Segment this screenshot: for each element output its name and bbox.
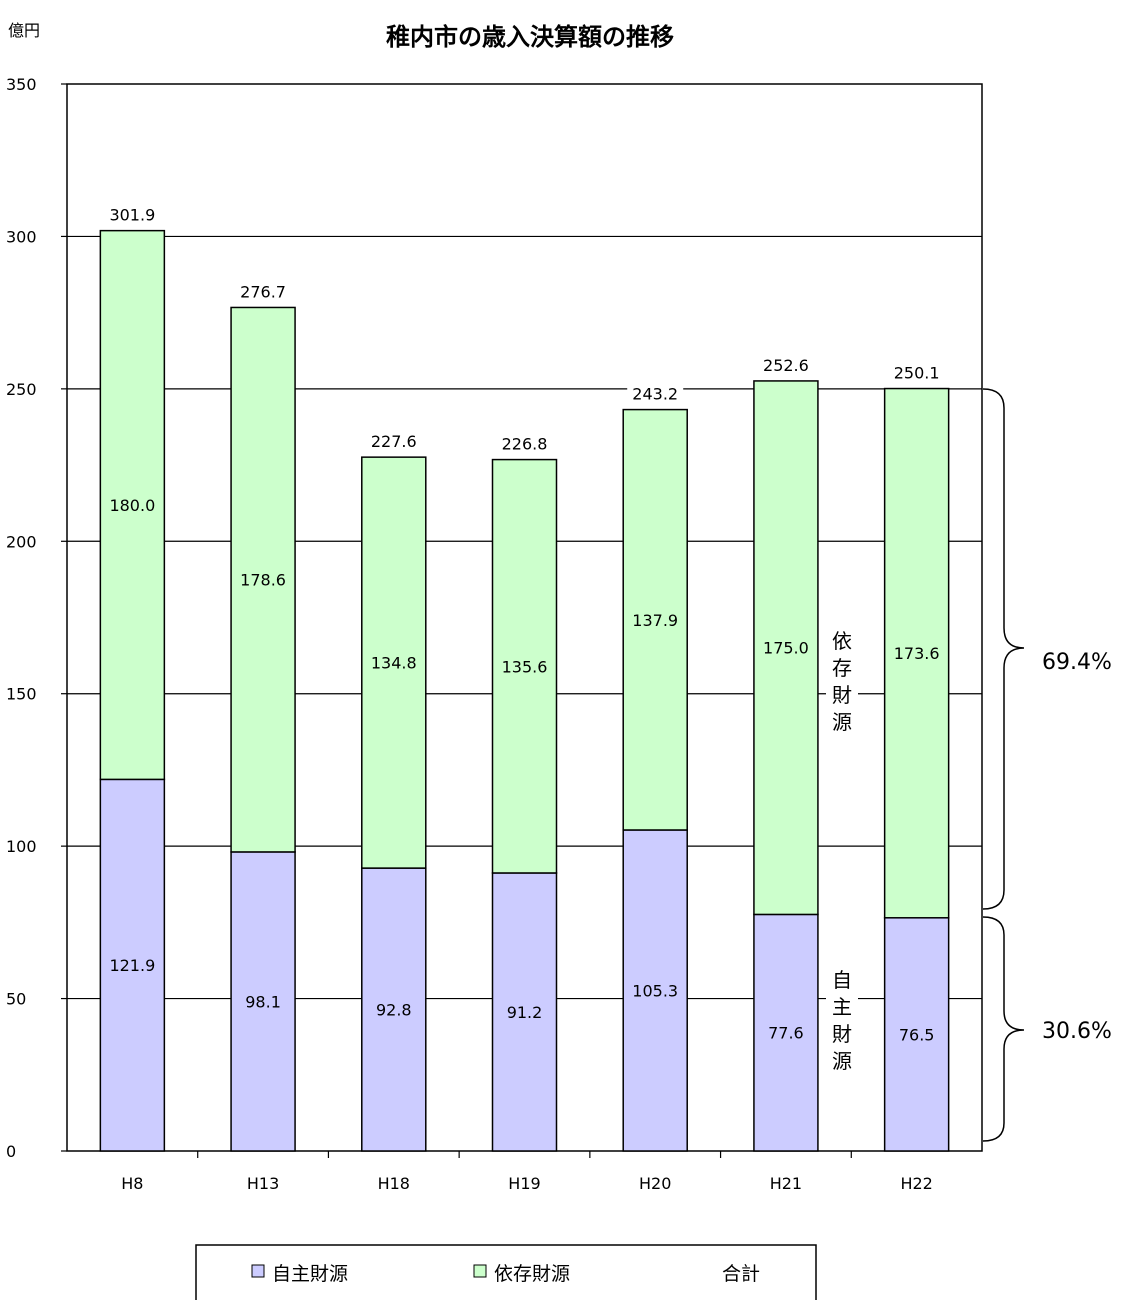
y-axis-unit-label: 億円	[8, 21, 40, 40]
y-tick-label-150: 150	[6, 685, 37, 704]
bar-independent-H19	[491, 872, 558, 1152]
label-dependent-H22: 173.6	[894, 644, 940, 663]
legend: 自主財源 依存財源 合計	[195, 1244, 817, 1300]
bar-dependent-H22	[883, 387, 950, 919]
total-label-bg-H18	[365, 430, 422, 453]
svg-text:自主財源: 自主財源	[832, 968, 852, 1073]
bar-dependent-H20	[622, 408, 688, 831]
bar-independent-H22	[883, 917, 950, 1152]
label-independent-H8: 121.9	[109, 956, 155, 975]
legend-label-independent: 自主財源	[272, 1263, 348, 1285]
x-axis-ticks: H8 H13 H18 H19 H20 H21 H22	[121, 1151, 933, 1193]
independent-share-brace	[982, 916, 1025, 1142]
total-label-H13: 276.7	[240, 282, 286, 301]
bar-dependent-H19	[491, 458, 558, 874]
total-label-bg-H21	[757, 353, 814, 376]
bar-independent-H13	[230, 851, 296, 1152]
independent-source-vertical-label: 自主財源	[826, 965, 858, 1077]
total-label-bg-H19	[496, 432, 553, 455]
dep-label-char-1: 存	[832, 656, 852, 680]
dep-label-char-2: 財	[832, 683, 852, 707]
total-label-H18: 227.6	[371, 432, 417, 451]
label-dependent-H18: 134.8	[371, 654, 417, 673]
bar-independent-H21	[753, 913, 819, 1152]
x-tick-label-H18: H18	[378, 1174, 410, 1193]
svg-text:依存財源: 依存財源	[832, 629, 852, 734]
label-dependent-H8: 180.0	[109, 496, 155, 515]
dep-label-bg	[826, 626, 858, 738]
y-axis-ticks: 0 50 100 150 200 250 300 350	[6, 75, 67, 1161]
dep-label-char-0: 依	[832, 629, 852, 653]
total-label-bg-H8	[104, 203, 161, 226]
total-label-H19: 226.8	[502, 435, 548, 454]
total-label-H21: 252.6	[763, 356, 809, 375]
bar-dependent-H13	[230, 306, 296, 853]
total-label-bg-H13	[235, 280, 292, 303]
total-label-H22: 250.1	[894, 364, 940, 383]
y-tick-label-0: 0	[6, 1142, 16, 1161]
y-tick-label-50: 50	[6, 990, 26, 1009]
label-independent-H21: 77.6	[768, 1024, 804, 1043]
total-label-bg-H20	[627, 382, 684, 405]
dep-label-char-3: 源	[832, 710, 852, 734]
label-independent-H18: 92.8	[376, 1001, 412, 1020]
label-independent-H13: 98.1	[245, 992, 281, 1011]
ind-label-bg	[826, 965, 858, 1077]
label-dependent-H13: 178.6	[240, 571, 286, 590]
bars: 121.9 180.0 301.9 98.1 178.6 276.7 92.8 134.8 22…	[99, 203, 950, 1152]
ind-label-char-1: 主	[832, 995, 852, 1019]
bar-dependent-H21	[753, 380, 819, 916]
x-tick-label-H22: H22	[900, 1174, 932, 1193]
x-tick-label-H13: H13	[247, 1174, 279, 1193]
y-tick-label-300: 300	[6, 227, 37, 246]
legend-box	[195, 1244, 817, 1300]
label-independent-H19: 91.2	[507, 1003, 543, 1022]
legend-swatch-independent	[251, 1264, 265, 1278]
x-tick-label-H8: H8	[121, 1174, 143, 1193]
y-tick-label-100: 100	[6, 837, 37, 856]
dependent-share-brace	[982, 388, 1025, 910]
y-tick-label-250: 250	[6, 380, 37, 399]
chart-title: 稚内市の歳入決算額の推移	[386, 23, 674, 51]
bar-dependent-H8	[99, 229, 166, 781]
x-tick-label-H19: H19	[508, 1174, 540, 1193]
bar-independent-H20	[622, 829, 688, 1152]
x-tick-label-H21: H21	[770, 1174, 802, 1193]
label-independent-H20: 105.3	[632, 981, 678, 1000]
independent-share-percent: 30.6%	[1042, 1019, 1112, 1044]
dependent-source-vertical-label: 依存財源	[826, 626, 858, 738]
label-independent-H22: 76.5	[899, 1025, 935, 1044]
ind-label-char-0: 自	[832, 968, 852, 992]
label-dependent-H20: 137.9	[632, 611, 678, 630]
label-dependent-H19: 135.6	[502, 657, 548, 676]
legend-label-total: 合計	[722, 1263, 760, 1285]
total-label-H8: 301.9	[109, 206, 155, 225]
total-label-bg-H22	[888, 361, 945, 384]
total-label-H20: 243.2	[632, 385, 678, 404]
y-tick-label-200: 200	[6, 532, 37, 551]
legend-swatch-dependent	[473, 1264, 487, 1278]
ind-label-char-3: 源	[832, 1049, 852, 1073]
bar-dependent-H18	[361, 456, 427, 869]
y-tick-label-350: 350	[6, 75, 37, 94]
x-tick-label-H20: H20	[639, 1174, 671, 1193]
label-dependent-H21: 175.0	[763, 639, 809, 658]
bar-independent-H18	[361, 867, 427, 1152]
legend-label-dependent: 依存財源	[494, 1263, 570, 1285]
ind-label-char-2: 財	[832, 1022, 852, 1046]
dependent-share-percent: 69.4%	[1042, 650, 1112, 675]
